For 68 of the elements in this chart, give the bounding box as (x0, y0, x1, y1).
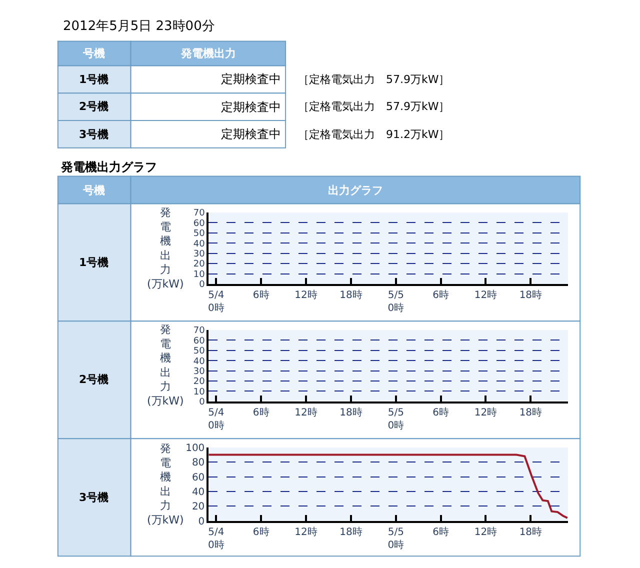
x-tick-label: 6時 (432, 406, 450, 418)
x-tick-label: 6時 (432, 288, 450, 301)
y-tick-label: 0 (199, 398, 206, 408)
text: ［定格電気出力 91.2万kW］ (298, 128, 450, 141)
x-tick-label: 18時 (340, 288, 362, 301)
y-tick-label: 40 (192, 487, 205, 498)
y-axis-title: 発電機出力 (万kW) (147, 206, 184, 290)
x-tick-label: 5/5 0時 (388, 526, 404, 551)
text: 2号機 (79, 373, 109, 386)
y-tick-label: 10 (193, 387, 206, 398)
y-tick-label: 0 (198, 516, 205, 528)
y-tick-label: 80 (192, 458, 205, 469)
y-tick-label: 30 (193, 366, 206, 377)
x-tick-label: 6時 (252, 406, 270, 418)
text: 1号機 (79, 256, 109, 269)
x-tick-label: 6時 (252, 526, 270, 538)
text: 定期検査中 (221, 100, 281, 114)
y-tick-label: 100 (186, 442, 205, 454)
y-tick-label: 0 (199, 280, 206, 290)
y-tick-label: 70 (193, 326, 206, 336)
text: 3号機 (79, 128, 109, 141)
y-tick-label: 40 (193, 239, 206, 250)
x-tick-label: 12時 (294, 526, 318, 538)
y-axis-title: 発電機出力 (万kW) (147, 323, 184, 408)
x-tick-label: 6時 (252, 288, 270, 301)
x-tick-label: 18時 (519, 288, 542, 301)
x-tick-label: 5/4 0時 (208, 526, 224, 551)
text: 発電機出力 (180, 47, 236, 60)
y-tick-label: 60 (193, 336, 206, 346)
y-tick-label: 50 (193, 229, 206, 240)
text: 2012年5月5日 23時00分 (63, 19, 215, 34)
x-tick-label: 12時 (474, 406, 498, 418)
text: ［定格電気出力 57.9万kW］ (298, 73, 450, 86)
text: 号機 (82, 47, 105, 60)
y-tick-label: 10 (193, 270, 206, 280)
text: ［定格電気出力 57.9万kW］ (298, 100, 450, 113)
line-series (208, 454, 568, 519)
text: 出力グラフ (328, 184, 383, 197)
y-tick-label: 40 (193, 356, 206, 367)
x-tick-label: 12時 (474, 526, 498, 538)
x-tick-label: 18時 (340, 526, 362, 538)
text: 定期検査中 (221, 72, 281, 86)
text: 1号機 (79, 73, 109, 86)
x-tick-label: 18時 (340, 406, 362, 418)
x-tick-label: 5/4 0時 (208, 290, 224, 314)
x-tick-label: 6時 (432, 526, 450, 538)
y-tick-label: 70 (193, 208, 206, 219)
x-tick-label: 18時 (519, 406, 542, 418)
x-tick-label: 5/5 0時 (388, 290, 404, 314)
x-tick-label: 5/4 0時 (208, 407, 224, 432)
y-tick-label: 20 (192, 502, 205, 513)
y-tick-label: 20 (193, 260, 206, 270)
y-tick-label: 20 (193, 377, 206, 388)
y-tick-label: 30 (193, 250, 206, 260)
x-tick-label: 12時 (294, 406, 318, 418)
y-tick-label: 60 (193, 218, 206, 229)
y-tick-label: 50 (193, 346, 206, 357)
x-tick-label: 18時 (519, 526, 542, 538)
y-tick-label: 60 (192, 472, 205, 484)
text: 発電機出力グラフ (60, 160, 157, 174)
y-axis-title: 発電機出力 (万kW) (147, 442, 184, 526)
x-tick-label: 12時 (474, 288, 498, 301)
text: 2号機 (79, 100, 109, 113)
x-tick-label: 12時 (294, 288, 318, 301)
x-tick-label: 5/5 0時 (388, 407, 404, 432)
text: 定期検査中 (221, 127, 281, 141)
text: 3号機 (79, 491, 109, 504)
text: 号機 (82, 184, 105, 197)
